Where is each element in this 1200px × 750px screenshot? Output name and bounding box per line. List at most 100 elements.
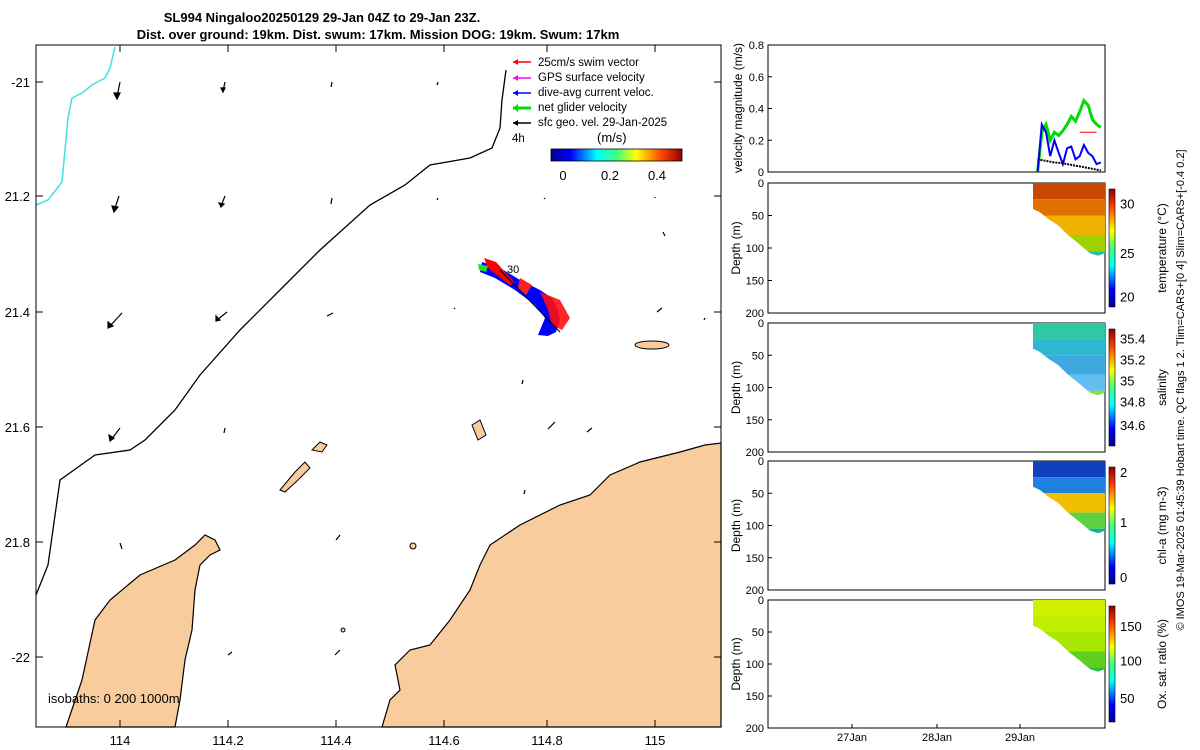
colorbar-label: temperature (°C)	[1155, 203, 1169, 293]
profile-band	[1033, 323, 1105, 340]
title-line2: Dist. over ground: 19km. Dist. swum: 17k…	[137, 27, 620, 42]
velocity-frame	[767, 44, 1106, 173]
map-xtick-label: 114	[110, 733, 131, 748]
map-ytick-label: -21	[11, 75, 30, 90]
colorbar-tick: 35	[1120, 374, 1134, 389]
profile-ylabel: Depth (m)	[729, 361, 743, 414]
legend-net-glider-velocity: net glider velocity	[538, 102, 627, 114]
velocity-colorbar	[550, 148, 683, 162]
colorbar-tick: 20	[1120, 290, 1134, 305]
track-time-label: 30	[507, 264, 519, 276]
profile-panel: 0 50 100 150 200 Depth (m) 2 1 0 chl-a (mg m-3)	[729, 456, 1169, 597]
profile-band	[1033, 339, 1105, 356]
profile-band	[1033, 199, 1105, 216]
velocity-panel: 0 0.2 0.4 0.6 0.8 velocity magnitude (m/s)	[731, 40, 1106, 179]
profile-ytick: 200	[746, 308, 764, 320]
colorbar-tick: 34.8	[1120, 395, 1145, 410]
map-ytick-label: 21.2	[5, 189, 30, 204]
profile-ytick: 100	[746, 243, 764, 255]
velocity-ytick: 0.6	[749, 72, 764, 84]
colorbar-label: Ox. sat. ratio (%)	[1155, 619, 1169, 709]
colorbar-tick: 34.6	[1120, 418, 1145, 433]
velocity-series	[1036, 97, 1102, 173]
profile-band	[1033, 632, 1105, 652]
mainland-land	[381, 442, 722, 728]
profile-colorbar	[1108, 188, 1116, 308]
island	[279, 461, 311, 493]
island	[471, 419, 487, 441]
profile-ylabel: Depth (m)	[729, 221, 743, 274]
profile-panel: 0 50 100 150 200 Depth (m) 20 25 30 temperature (…	[729, 178, 1169, 320]
profile-ytick: 100	[746, 383, 764, 395]
velocity-ytick: 0.2	[749, 135, 764, 147]
profile-band	[1033, 461, 1105, 478]
profile-band	[1033, 528, 1105, 534]
profile-ytick: 50	[752, 488, 764, 500]
profile-band	[1033, 215, 1105, 235]
profile-band	[1033, 600, 1105, 616]
profile-ylabel: Depth (m)	[729, 637, 743, 690]
colorbar-tick: 0.4	[648, 168, 666, 183]
colorbar-label: chl-a (mg m-3)	[1155, 486, 1169, 564]
colorbar-tick: 35.2	[1120, 353, 1145, 368]
velocity-ytick: 0	[758, 167, 764, 179]
time-axis: 27Jan 28Jan 29Jan	[837, 732, 1035, 744]
barrow-island-land	[65, 534, 221, 728]
profile-panel: 0 50 100 150 200 Depth (m) 35.4 35.2 35 34.8 34.6 s…	[729, 318, 1169, 459]
isobaths-label: isobaths: 0 200 1000m	[48, 691, 180, 706]
colorbar-tick: 0	[559, 168, 566, 183]
profile-band	[1033, 493, 1105, 513]
profile-ytick: 200	[746, 585, 764, 597]
colorbar-label: salinity	[1155, 369, 1169, 406]
profile-band	[1033, 512, 1105, 529]
profile-ytick: 150	[746, 415, 764, 427]
profile-ytick: 200	[746, 723, 764, 735]
profile-ytick: 200	[746, 447, 764, 459]
colorbar-tick: 25	[1120, 246, 1134, 261]
velocity-ytick: 0.4	[749, 104, 764, 116]
island	[634, 340, 670, 350]
profile-band	[1033, 374, 1105, 391]
colorbar-tick: 0.2	[601, 168, 619, 183]
time-marker-label: 4h	[512, 133, 525, 145]
profile-band	[1033, 355, 1105, 375]
profile-ytick: 50	[752, 211, 764, 223]
profile-band	[1033, 667, 1105, 672]
time-tick: 27Jan	[837, 732, 867, 744]
profile-colorbar	[1108, 605, 1116, 723]
profile-ylabel: Depth (m)	[729, 499, 743, 552]
side-note: © IMOS 19-Mar-2025 01:45:39 Hobart time.…	[1175, 149, 1187, 630]
right-panels: 0 0.2 0.4 0.6 0.8 velocity magnitude (m/s) 0…	[729, 40, 1169, 735]
map-ytick-label: 21.4	[5, 305, 30, 320]
legend-sfc-geo-velocity: sfc geo. vel. 29-Jan-2025	[538, 117, 667, 129]
velocity-yticks: 0 0.2 0.4 0.6 0.8	[749, 40, 772, 179]
profile-ytick: 150	[746, 553, 764, 565]
map-ytick-label: -22	[11, 650, 30, 665]
colorbar-tick: 30	[1120, 196, 1134, 211]
sfc-geo-velocity-arrows	[107, 81, 706, 656]
island	[310, 441, 328, 453]
map-xtick-label: 114.4	[320, 733, 352, 748]
colorbar-tick: 100	[1120, 654, 1142, 669]
map-ytick-label: 21.6	[5, 420, 30, 435]
isobath-contour	[35, 69, 507, 596]
colorbar-tick: 2	[1120, 465, 1127, 480]
velocity-ylabel: velocity magnitude (m/s)	[731, 43, 745, 173]
profile-colorbar	[1108, 328, 1116, 447]
profile-band	[1033, 235, 1105, 252]
legend-swim-vector: 25cm/s swim vector	[538, 57, 639, 69]
colorbar-tick: 1	[1120, 515, 1127, 530]
title-line1: SL994 Ningaloo20250129 29-Jan 04Z to 29-…	[164, 10, 480, 25]
profile-ytick: 0	[758, 595, 764, 607]
colorbar-tick: 50	[1120, 691, 1134, 706]
colorbar-tick: 150	[1120, 619, 1142, 634]
time-tick: 29Jan	[1005, 732, 1035, 744]
map-ticks: 114 114.2 114.4 114.6 114.8 115 -21 21.2 21.4 21.…	[5, 45, 721, 748]
map-xtick-label: 114.8	[531, 733, 563, 748]
colorbar-label: (m/s)	[597, 130, 627, 145]
profile-band	[1033, 251, 1105, 256]
profile-ytick: 150	[746, 691, 764, 703]
profile-colorbar	[1108, 466, 1116, 585]
